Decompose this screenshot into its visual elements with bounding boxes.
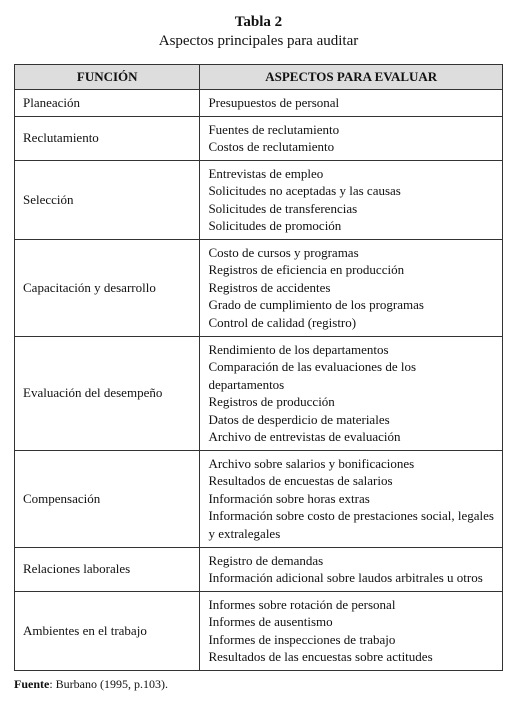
cell-funcion: Relaciones laborales bbox=[15, 547, 200, 591]
cell-aspectos: Registro de demandasInformación adiciona… bbox=[200, 547, 503, 591]
table-number: Tabla 2 bbox=[14, 14, 503, 31]
cell-aspectos: Rendimiento de los departamentosComparac… bbox=[200, 336, 503, 450]
aspect-line: Informes sobre rotación de personal bbox=[208, 596, 494, 614]
table-row: CompensaciónArchivo sobre salarios y bon… bbox=[15, 450, 503, 547]
aspect-line: Archivo de entrevistas de evaluación bbox=[208, 428, 494, 446]
aspect-line: Grado de cumplimiento de los programas bbox=[208, 296, 494, 314]
aspect-line: Presupuestos de personal bbox=[208, 94, 494, 112]
table-row: Ambientes en el trabajoInformes sobre ro… bbox=[15, 591, 503, 670]
cell-funcion: Ambientes en el trabajo bbox=[15, 591, 200, 670]
aspect-line: Datos de desperdicio de materiales bbox=[208, 411, 494, 429]
aspect-line: Resultados de encuestas de salarios bbox=[208, 472, 494, 490]
table-source: Fuente: Burbano (1995, p.103). bbox=[14, 677, 503, 692]
aspect-line: Solicitudes no aceptadas y las causas bbox=[208, 182, 494, 200]
aspect-line: Información sobre horas extras bbox=[208, 490, 494, 508]
aspect-line: Comparación de las evaluaciones de los d… bbox=[208, 358, 494, 393]
aspect-line: Rendimiento de los departamentos bbox=[208, 341, 494, 359]
col-header-funcion: FUNCIÓN bbox=[15, 65, 200, 90]
cell-funcion: Planeación bbox=[15, 90, 200, 117]
aspect-line: Información adicional sobre laudos arbit… bbox=[208, 569, 494, 587]
aspect-line: Costos de reclutamiento bbox=[208, 138, 494, 156]
table-caption: Aspectos principales para auditar bbox=[14, 33, 503, 50]
source-text: : Burbano (1995, p.103). bbox=[49, 677, 168, 691]
cell-aspectos: Entrevistas de empleoSolicitudes no acep… bbox=[200, 160, 503, 239]
table-title-block: Tabla 2 Aspectos principales para audita… bbox=[14, 14, 503, 50]
table-row: ReclutamientoFuentes de reclutamientoCos… bbox=[15, 116, 503, 160]
aspect-line: Registros de accidentes bbox=[208, 279, 494, 297]
aspect-line: Costo de cursos y programas bbox=[208, 244, 494, 262]
table-header-row: FUNCIÓN ASPECTOS PARA EVALUAR bbox=[15, 65, 503, 90]
table-row: Evaluación del desempeñoRendimiento de l… bbox=[15, 336, 503, 450]
cell-aspectos: Informes sobre rotación de personalInfor… bbox=[200, 591, 503, 670]
table-row: Capacitación y desarrolloCosto de cursos… bbox=[15, 239, 503, 336]
aspect-line: Registros de producción bbox=[208, 393, 494, 411]
cell-funcion: Evaluación del desempeño bbox=[15, 336, 200, 450]
aspect-line: Registros de eficiencia en producción bbox=[208, 261, 494, 279]
aspect-line: Información sobre costo de prestaciones … bbox=[208, 507, 494, 542]
cell-funcion: Compensación bbox=[15, 450, 200, 547]
table-row: Planeación Presupuestos de personal bbox=[15, 90, 503, 117]
table-row: SelecciónEntrevistas de empleoSolicitude… bbox=[15, 160, 503, 239]
cell-funcion: Selección bbox=[15, 160, 200, 239]
aspect-line: Archivo sobre salarios y bonificaciones bbox=[208, 455, 494, 473]
aspect-line: Resultados de las encuestas sobre actitu… bbox=[208, 648, 494, 666]
cell-funcion: Capacitación y desarrollo bbox=[15, 239, 200, 336]
source-label: Fuente bbox=[14, 677, 49, 691]
table-row: Relaciones laboralesRegistro de demandas… bbox=[15, 547, 503, 591]
aspect-line: Fuentes de reclutamiento bbox=[208, 121, 494, 139]
aspect-line: Entrevistas de empleo bbox=[208, 165, 494, 183]
col-header-aspectos: ASPECTOS PARA EVALUAR bbox=[200, 65, 503, 90]
cell-funcion: Reclutamiento bbox=[15, 116, 200, 160]
cell-aspectos: Archivo sobre salarios y bonificacionesR… bbox=[200, 450, 503, 547]
cell-aspectos: Fuentes de reclutamientoCostos de reclut… bbox=[200, 116, 503, 160]
cell-aspectos: Presupuestos de personal bbox=[200, 90, 503, 117]
audit-table: FUNCIÓN ASPECTOS PARA EVALUAR Planeación… bbox=[14, 64, 503, 671]
cell-aspectos: Costo de cursos y programasRegistros de … bbox=[200, 239, 503, 336]
aspect-line: Informes de ausentismo bbox=[208, 613, 494, 631]
aspect-line: Control de calidad (registro) bbox=[208, 314, 494, 332]
aspect-line: Solicitudes de transferencias bbox=[208, 200, 494, 218]
aspect-line: Solicitudes de promoción bbox=[208, 217, 494, 235]
aspect-line: Registro de demandas bbox=[208, 552, 494, 570]
